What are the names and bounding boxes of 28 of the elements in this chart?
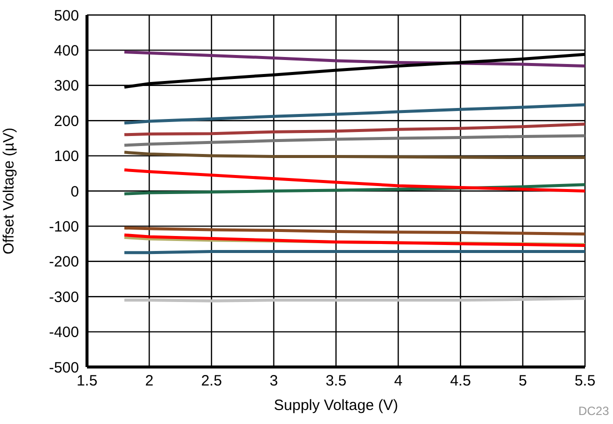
y-tick-label: 100 (54, 148, 79, 166)
x-tick-label: 2 (145, 372, 154, 390)
y-tick-label: -300 (48, 288, 79, 306)
y-tick-label: -100 (48, 218, 79, 236)
x-tick-label: 2.5 (201, 372, 222, 390)
x-tick-label: 1.5 (76, 372, 98, 390)
y-tick-label: -400 (48, 324, 79, 342)
x-tick-label: 5 (518, 372, 527, 390)
y-tick-label: 200 (54, 112, 79, 130)
y-tick-label: 0 (70, 183, 79, 200)
line-series (122, 103, 585, 125)
line-series (122, 50, 585, 68)
y-axis-title: Offset Voltage (µV) (0, 128, 18, 254)
x-tick-label: 3 (270, 372, 278, 390)
line-series (122, 134, 585, 147)
line-series (122, 122, 585, 136)
x-tick-label: 4 (394, 372, 402, 390)
line-series (122, 168, 585, 192)
y-tick-label: 400 (54, 42, 79, 60)
y-tick-label: 300 (54, 78, 79, 95)
x-tick-label: 3.5 (326, 372, 346, 390)
y-tick-label: -200 (48, 254, 79, 271)
y-tick-label: -500 (48, 359, 79, 376)
y-tick-label: 500 (54, 7, 79, 24)
text: DC23 (578, 404, 609, 418)
x-tick-label: 4.5 (450, 372, 471, 390)
x-axis-title: Supply Voltage (V) (274, 397, 398, 414)
x-tick-label: 5.5 (574, 372, 596, 390)
